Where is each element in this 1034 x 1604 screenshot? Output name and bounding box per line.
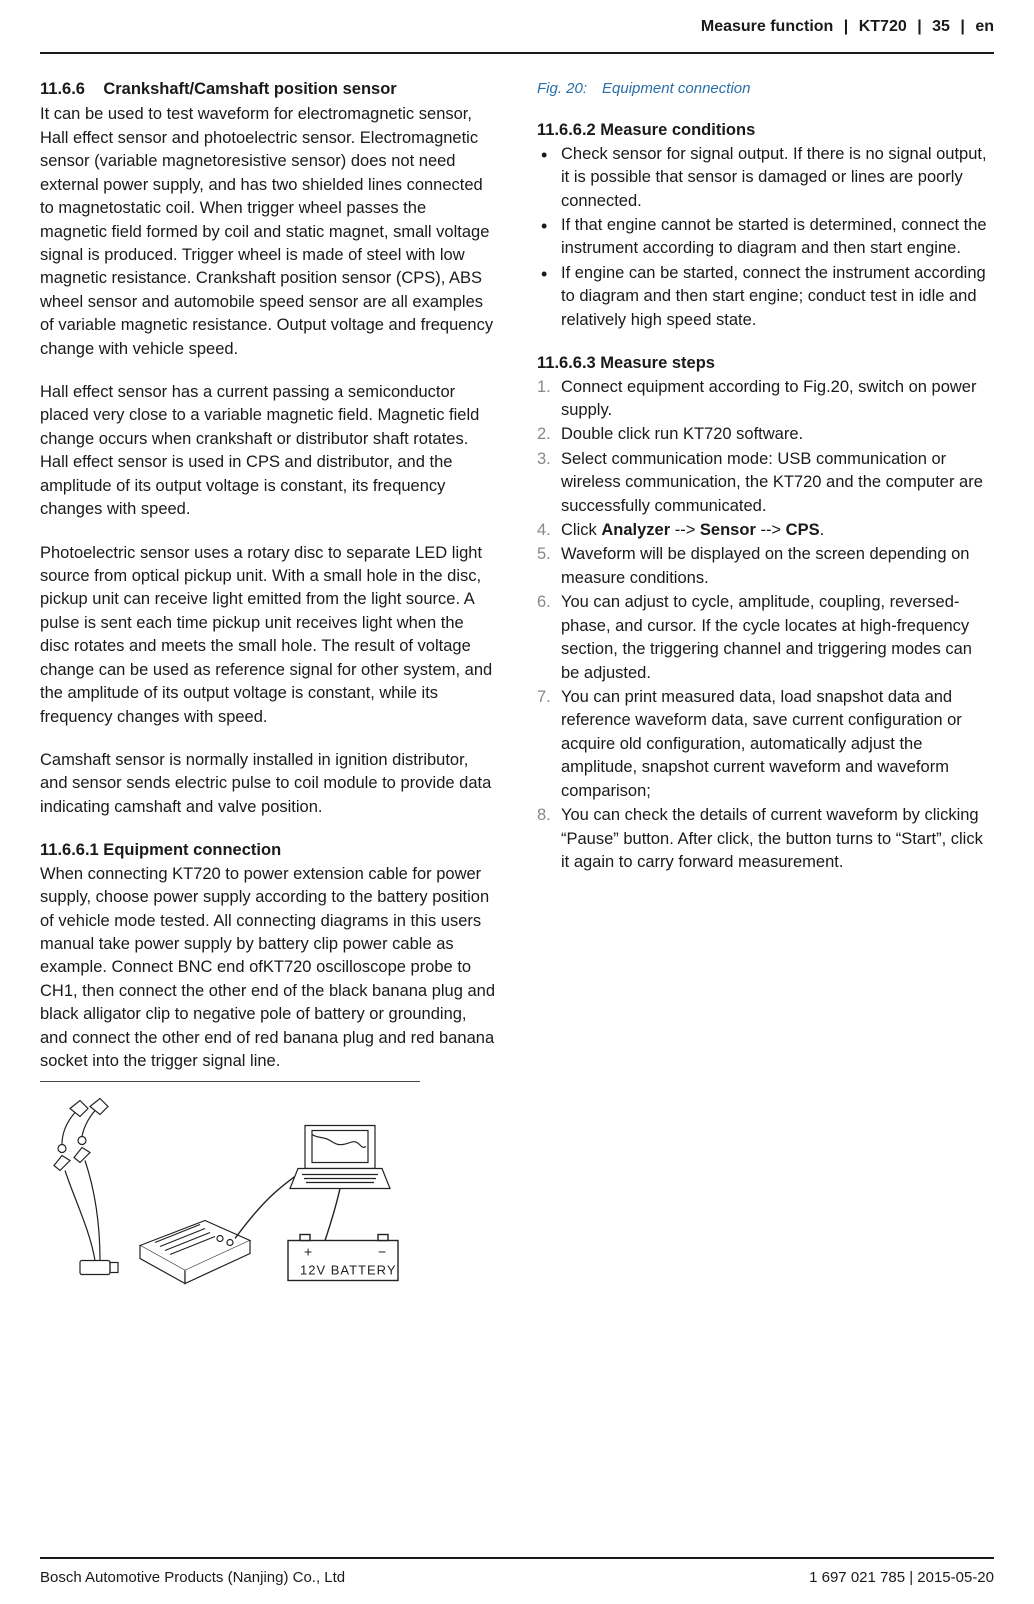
header-sep-icon: | <box>960 18 964 35</box>
step-number: 3. <box>537 448 551 471</box>
header-section: Measure function <box>701 18 833 35</box>
subsection-heading: 11.6.6.1 Equipment connection <box>40 839 497 862</box>
text: . <box>820 521 825 539</box>
list-item: 6. You can adjust to cycle, amplitude, co… <box>537 591 994 685</box>
step-number: 6. <box>537 591 551 614</box>
paragraph: Photoelectric sensor uses a rotary disc … <box>40 542 497 729</box>
battery-minus: − <box>378 1244 386 1260</box>
list-item: If engine can be started, connect the in… <box>537 262 994 332</box>
header-rule <box>40 52 994 54</box>
paragraph: Camshaft sensor is normally installed in… <box>40 749 497 819</box>
step-number: 8. <box>537 804 551 827</box>
figure-caption: Fig. 20: Equipment connection <box>537 78 994 99</box>
header-sep-icon: | <box>844 18 848 35</box>
heading-title: Crankshaft/Camshaft position sensor <box>103 80 396 98</box>
header-page: 35 <box>932 18 950 35</box>
menu-path-cps: CPS <box>786 521 820 539</box>
step-number: 1. <box>537 376 551 399</box>
list-item-text: You can check the details of current wav… <box>561 806 983 871</box>
numbered-list: 1. Connect equipment according to Fig.20,… <box>537 376 994 875</box>
list-item-text: You can adjust to cycle, amplitude, coup… <box>561 593 972 681</box>
paragraph: Hall effect sensor has a current passing… <box>40 381 497 522</box>
subsection-heading: 11.6.6.2 Measure conditions <box>537 119 994 142</box>
list-item: Check sensor for signal output. If there… <box>537 143 994 213</box>
list-item-text: Select communication mode: USB communica… <box>561 450 983 515</box>
list-item: 1. Connect equipment according to Fig.20,… <box>537 376 994 423</box>
list-item-text: If engine can be started, connect the in… <box>561 264 986 329</box>
diagram-svg: + − 12V BATTERY <box>40 1090 420 1291</box>
subsection-heading: 11.6.6.3 Measure steps <box>537 352 994 375</box>
menu-path-analyzer: Analyzer <box>601 521 670 539</box>
header-sep-icon: | <box>917 18 921 35</box>
list-item-text: Waveform will be displayed on the screen… <box>561 545 969 586</box>
footer-company: Bosch Automotive Products (Nanjing) Co.,… <box>40 1569 345 1586</box>
list-item-text: If that engine cannot be started is dete… <box>561 216 987 257</box>
list-item: 2. Double click run KT720 software. <box>537 423 994 446</box>
page-header: Measure function | KT720 | 35 | en <box>0 0 1034 46</box>
list-item-text: Double click run KT720 software. <box>561 425 803 443</box>
arrow-icon: --> <box>670 521 700 539</box>
right-column: Fig. 20: Equipment connection 11.6.6.2 M… <box>537 78 994 1291</box>
list-item: 4. Click Analyzer --> Sensor --> CPS. <box>537 519 994 542</box>
battery-label: 12V BATTERY <box>300 1263 397 1278</box>
list-item-text: You can print measured data, load snapsh… <box>561 688 962 800</box>
list-item: 8. You can check the details of current w… <box>537 804 994 874</box>
list-item-text: Check sensor for signal output. If there… <box>561 145 987 210</box>
menu-path-sensor: Sensor <box>700 521 756 539</box>
section-heading: 11.6.6 Crankshaft/Camshaft position sens… <box>40 78 497 101</box>
footer-rule <box>40 1557 994 1559</box>
header-product: KT720 <box>859 18 907 35</box>
paragraph: It can be used to test waveform for elec… <box>40 103 497 361</box>
list-item: 7. You can print measured data, load snap… <box>537 686 994 803</box>
list-item: 5. Waveform will be displayed on the scre… <box>537 543 994 590</box>
list-item: If that engine cannot be started is dete… <box>537 214 994 261</box>
arrow-icon: --> <box>756 521 786 539</box>
text: Click <box>561 521 601 539</box>
heading-number: 11.6.6 <box>40 80 85 98</box>
battery-plus: + <box>304 1244 312 1260</box>
step-number: 5. <box>537 543 551 566</box>
step-number: 4. <box>537 519 551 542</box>
step-number: 7. <box>537 686 551 709</box>
content-columns: 11.6.6 Crankshaft/Camshaft position sens… <box>0 78 1034 1291</box>
list-item-text: Click Analyzer --> Sensor --> CPS. <box>561 521 824 539</box>
list-item-text: Connect equipment according to Fig.20, s… <box>561 378 976 419</box>
page-footer: Bosch Automotive Products (Nanjing) Co.,… <box>0 1545 1034 1604</box>
left-column: 11.6.6 Crankshaft/Camshaft position sens… <box>40 78 497 1291</box>
equipment-diagram: + − 12V BATTERY <box>40 1081 420 1291</box>
list-item: 3. Select communication mode: USB communi… <box>537 448 994 518</box>
footer-docref: 1 697 021 785 | 2015-05-20 <box>809 1569 994 1586</box>
step-number: 2. <box>537 423 551 446</box>
header-lang: en <box>975 18 994 35</box>
paragraph: When connecting KT720 to power extension… <box>40 863 497 1074</box>
bullet-list: Check sensor for signal output. If there… <box>537 143 994 332</box>
